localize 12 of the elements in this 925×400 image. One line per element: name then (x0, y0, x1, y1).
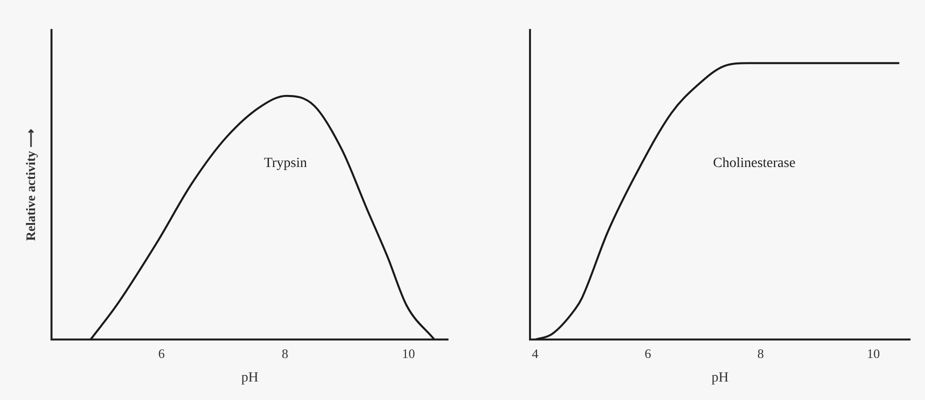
x-tick-label: 10 (402, 346, 415, 361)
x-tick-label: 8 (757, 346, 764, 361)
annotation: Trypsin (264, 156, 308, 171)
x-tick-label: 4 (532, 346, 539, 361)
x-tick-label: 6 (158, 346, 166, 361)
x-axis-title: pH (241, 370, 258, 386)
x-axis-title: pH (711, 370, 729, 386)
annotation: Cholinesterase (712, 156, 796, 171)
x-tick-label: 8 (282, 346, 288, 361)
y-axis-title: Relative activity ⟶ (23, 128, 38, 241)
x-tick-label: 10 (866, 346, 880, 361)
x-tick-label: 6 (644, 346, 652, 361)
